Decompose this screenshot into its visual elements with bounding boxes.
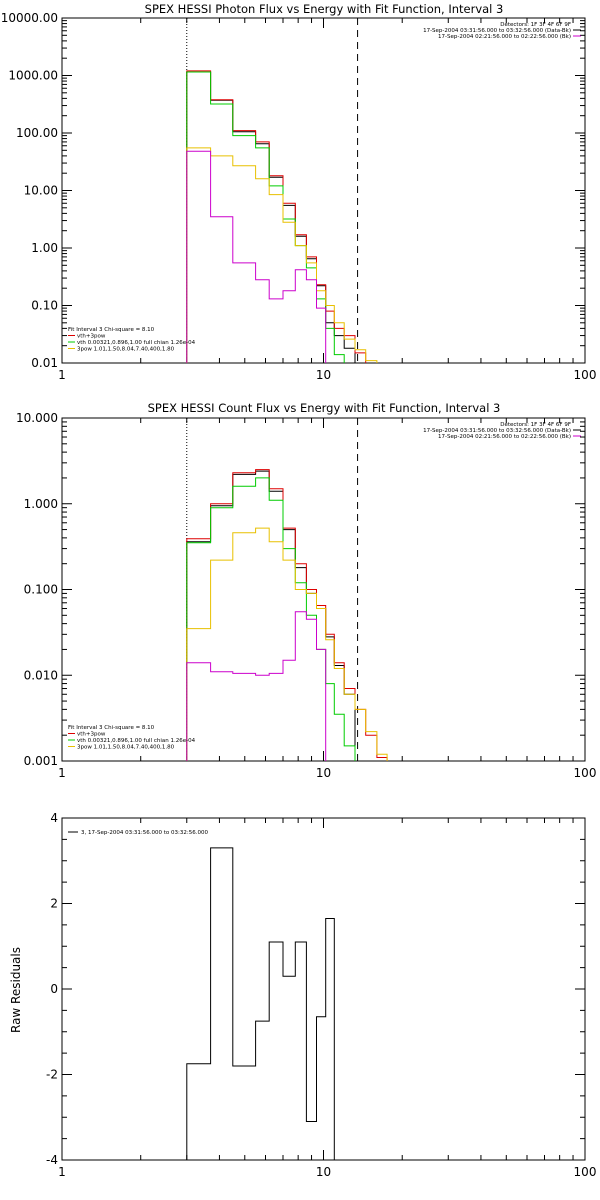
legend-text: 3pow 1.01,1.50,8.04,7.40,400,1.80 xyxy=(77,745,175,751)
x-tick-label: 1 xyxy=(58,368,66,382)
x-tick-label: 10 xyxy=(316,1165,331,1179)
legend-text: Detectors: 1F 3F 4F 6F 9F xyxy=(500,422,571,428)
y-tick-label: 0.01 xyxy=(31,356,58,370)
y-tick-label: 0.100 xyxy=(24,583,58,597)
legend-text: vth+3pow xyxy=(77,334,106,340)
series-group xyxy=(186,70,378,363)
x-tick-label: 10 xyxy=(316,766,331,780)
legend-text: vth+3pow xyxy=(77,732,106,738)
y-tick-label: 0 xyxy=(50,982,58,996)
y-tick-label: -4 xyxy=(46,1153,58,1167)
y-tick-label: 100.00 xyxy=(16,126,58,140)
y-tick-label: 10.000 xyxy=(16,411,58,425)
plot-frame xyxy=(61,817,586,1161)
residuals-plot: 1 10 100 -4 -2 0 2 4 3, 17-Sep-2004 03:31:56.000… xyxy=(46,811,596,1179)
y-tick-label: 4 xyxy=(50,811,58,825)
series-line xyxy=(186,527,388,761)
x-tick-label: 100 xyxy=(574,1165,597,1179)
x-tick-label: 10 xyxy=(316,368,331,382)
series-line xyxy=(186,477,356,761)
legend-text: 3, 17-Sep-2004 03:31:56.000 to 03:32:56.… xyxy=(81,830,208,836)
series-line xyxy=(186,70,367,363)
count-flux-plot: 1 10 100 0.001 0.010 0.100 1.000 10.000 Detector… xyxy=(16,411,596,780)
photon-flux-plot: 1 10 100 0.01 0.10 1.00 10.00 100.00 1000.00 1000… xyxy=(1,11,597,382)
legend-text: 17-Sep-2004 02:21:56.000 to 02:22:56.000… xyxy=(438,34,571,40)
residuals-ylabel: Raw Residuals xyxy=(9,947,23,1033)
legend-text: Fit Interval 3 Chi-square = 8.10 xyxy=(68,725,155,731)
legend-text: 17-Sep-2004 03:31:56.000 to 03:32:56.000… xyxy=(423,28,571,34)
y-tick-label: 1.000 xyxy=(24,497,58,511)
x-tick-label: 1 xyxy=(58,1165,66,1179)
series-line xyxy=(186,71,356,363)
legend-text: Detectors: 1F 3F 4F 6F 9F xyxy=(500,22,571,28)
series-group xyxy=(186,469,388,761)
legend-text: 3pow 1.01,1.50,8.04,7.40,400,1.80 xyxy=(77,347,175,353)
count-flux-panel: SPEX HESSI Count Flux vs Energy with Fit… xyxy=(16,401,596,780)
y-tick-label: 0.010 xyxy=(24,668,58,682)
series-line xyxy=(186,847,335,1160)
y-tick-label: 1.00 xyxy=(31,241,58,255)
y-tick-label: 0.001 xyxy=(24,754,58,768)
photon-flux-panel: SPEX HESSI Photon Flux vs Energy with Fi… xyxy=(1,2,597,382)
plot-frame xyxy=(61,417,586,762)
y-tick-label: 0.10 xyxy=(31,299,58,313)
y-tick-label: 1000.00 xyxy=(8,69,58,83)
count-flux-title: SPEX HESSI Count Flux vs Energy with Fit… xyxy=(148,401,501,415)
y-tick-label: 10000.00 xyxy=(1,11,58,25)
series-line xyxy=(186,71,345,363)
legend-text: 17-Sep-2004 03:31:56.000 to 03:32:56.000… xyxy=(423,428,571,434)
series-line xyxy=(186,470,356,761)
x-tick-label: 100 xyxy=(574,766,597,780)
plot-frame xyxy=(61,17,586,364)
legend-text: Fit Interval 3 Chi-square = 8.10 xyxy=(68,327,155,333)
legend-text: 17-Sep-2004 02:21:56.000 to 02:22:56.000… xyxy=(438,434,571,440)
x-tick-label: 1 xyxy=(58,766,66,780)
series-line xyxy=(186,611,327,761)
x-tick-label: 100 xyxy=(574,368,597,382)
y-tick-label: 10.00 xyxy=(24,184,58,198)
legend-text: vth 0.00321,0.896,1.00 full chian 1.26e-… xyxy=(77,340,196,346)
series-line xyxy=(186,147,378,363)
series-line xyxy=(186,469,388,761)
series-group xyxy=(186,847,335,1160)
y-tick-label: -2 xyxy=(46,1068,58,1082)
series-line xyxy=(186,150,327,363)
legend-text: vth 0.00321,0.896,1.00 full chian 1.26e-… xyxy=(77,738,196,744)
residuals-panel: Raw Residuals 1 10 100 -4 -2 0 2 4 3, 17-Sep-200… xyxy=(9,811,596,1179)
photon-flux-title: SPEX HESSI Photon Flux vs Energy with Fi… xyxy=(145,2,504,16)
y-tick-label: 2 xyxy=(50,897,58,911)
